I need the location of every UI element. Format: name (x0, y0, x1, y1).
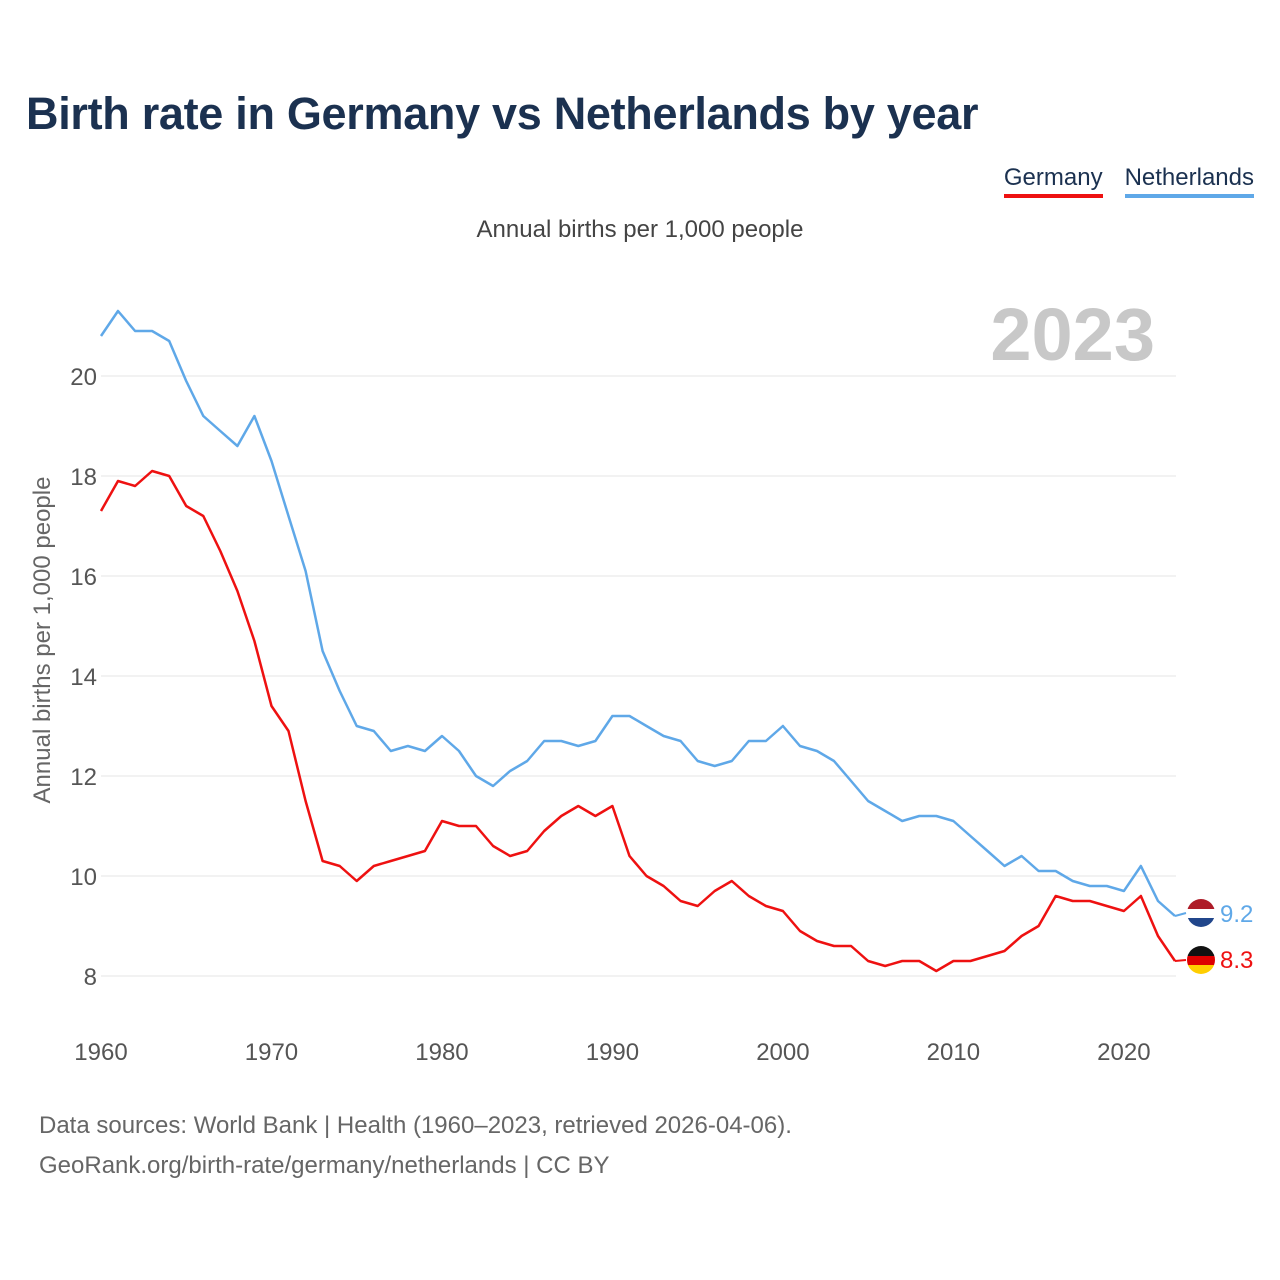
legend: Germany Netherlands (1003, 164, 1254, 198)
y-axis-label: Annual births per 1,000 people (29, 477, 56, 804)
end-connector-netherlands (1174, 912, 1187, 917)
chart-subtitle: Annual births per 1,000 people (476, 216, 804, 243)
data-source-note: Data sources: World Bank | Health (1960–… (39, 1112, 792, 1139)
end-connector-germany (1174, 959, 1187, 962)
x-tick-label: 1970 (245, 1039, 298, 1066)
x-tick-label: 2020 (1097, 1039, 1150, 1066)
series-line-netherlands (99, 309, 1176, 917)
legend-item-netherlands[interactable]: Netherlands (1124, 164, 1254, 198)
x-tick-label: 1990 (586, 1039, 639, 1066)
y-tick-label: 16 (70, 564, 97, 591)
legend-item-germany[interactable]: Germany (1003, 164, 1103, 198)
y-tick-label: 18 (70, 464, 97, 491)
line-chart: 8 10 12 14 16 18 20 1960 1970 1980 1990 2000 2010 20… (29, 293, 1253, 1066)
x-tick-label: 2000 (756, 1039, 809, 1066)
source-link[interactable]: GeoRank.org/birth-rate/germany/netherlan… (39, 1152, 610, 1179)
germany-flag-icon (1187, 946, 1215, 974)
x-tick-label: 1980 (415, 1039, 468, 1066)
end-value-netherlands: 9.2 (1220, 901, 1253, 928)
y-tick-label: 8 (84, 964, 97, 991)
end-value-germany: 8.3 (1220, 947, 1253, 974)
footer: Data sources: World Bank | Health (1960–… (39, 1106, 792, 1186)
x-tick-label: 2010 (927, 1039, 980, 1066)
y-tick-label: 12 (70, 764, 97, 791)
x-axis-ticks: 1960 1970 1980 1990 2000 2010 2020 (74, 1039, 1150, 1066)
y-tick-label: 14 (70, 664, 97, 691)
year-overlay: 2023 (990, 293, 1155, 376)
y-tick-label: 20 (70, 364, 97, 391)
chart-title: Birth rate in Germany vs Netherlands by … (26, 88, 979, 139)
y-tick-label: 10 (70, 864, 97, 891)
netherlands-flag-icon (1187, 899, 1215, 927)
x-tick-label: 1960 (74, 1039, 127, 1066)
series-line-germany (99, 469, 1177, 973)
y-axis-ticks: 8 10 12 14 16 18 20 (70, 364, 97, 991)
gridlines (101, 375, 1176, 977)
